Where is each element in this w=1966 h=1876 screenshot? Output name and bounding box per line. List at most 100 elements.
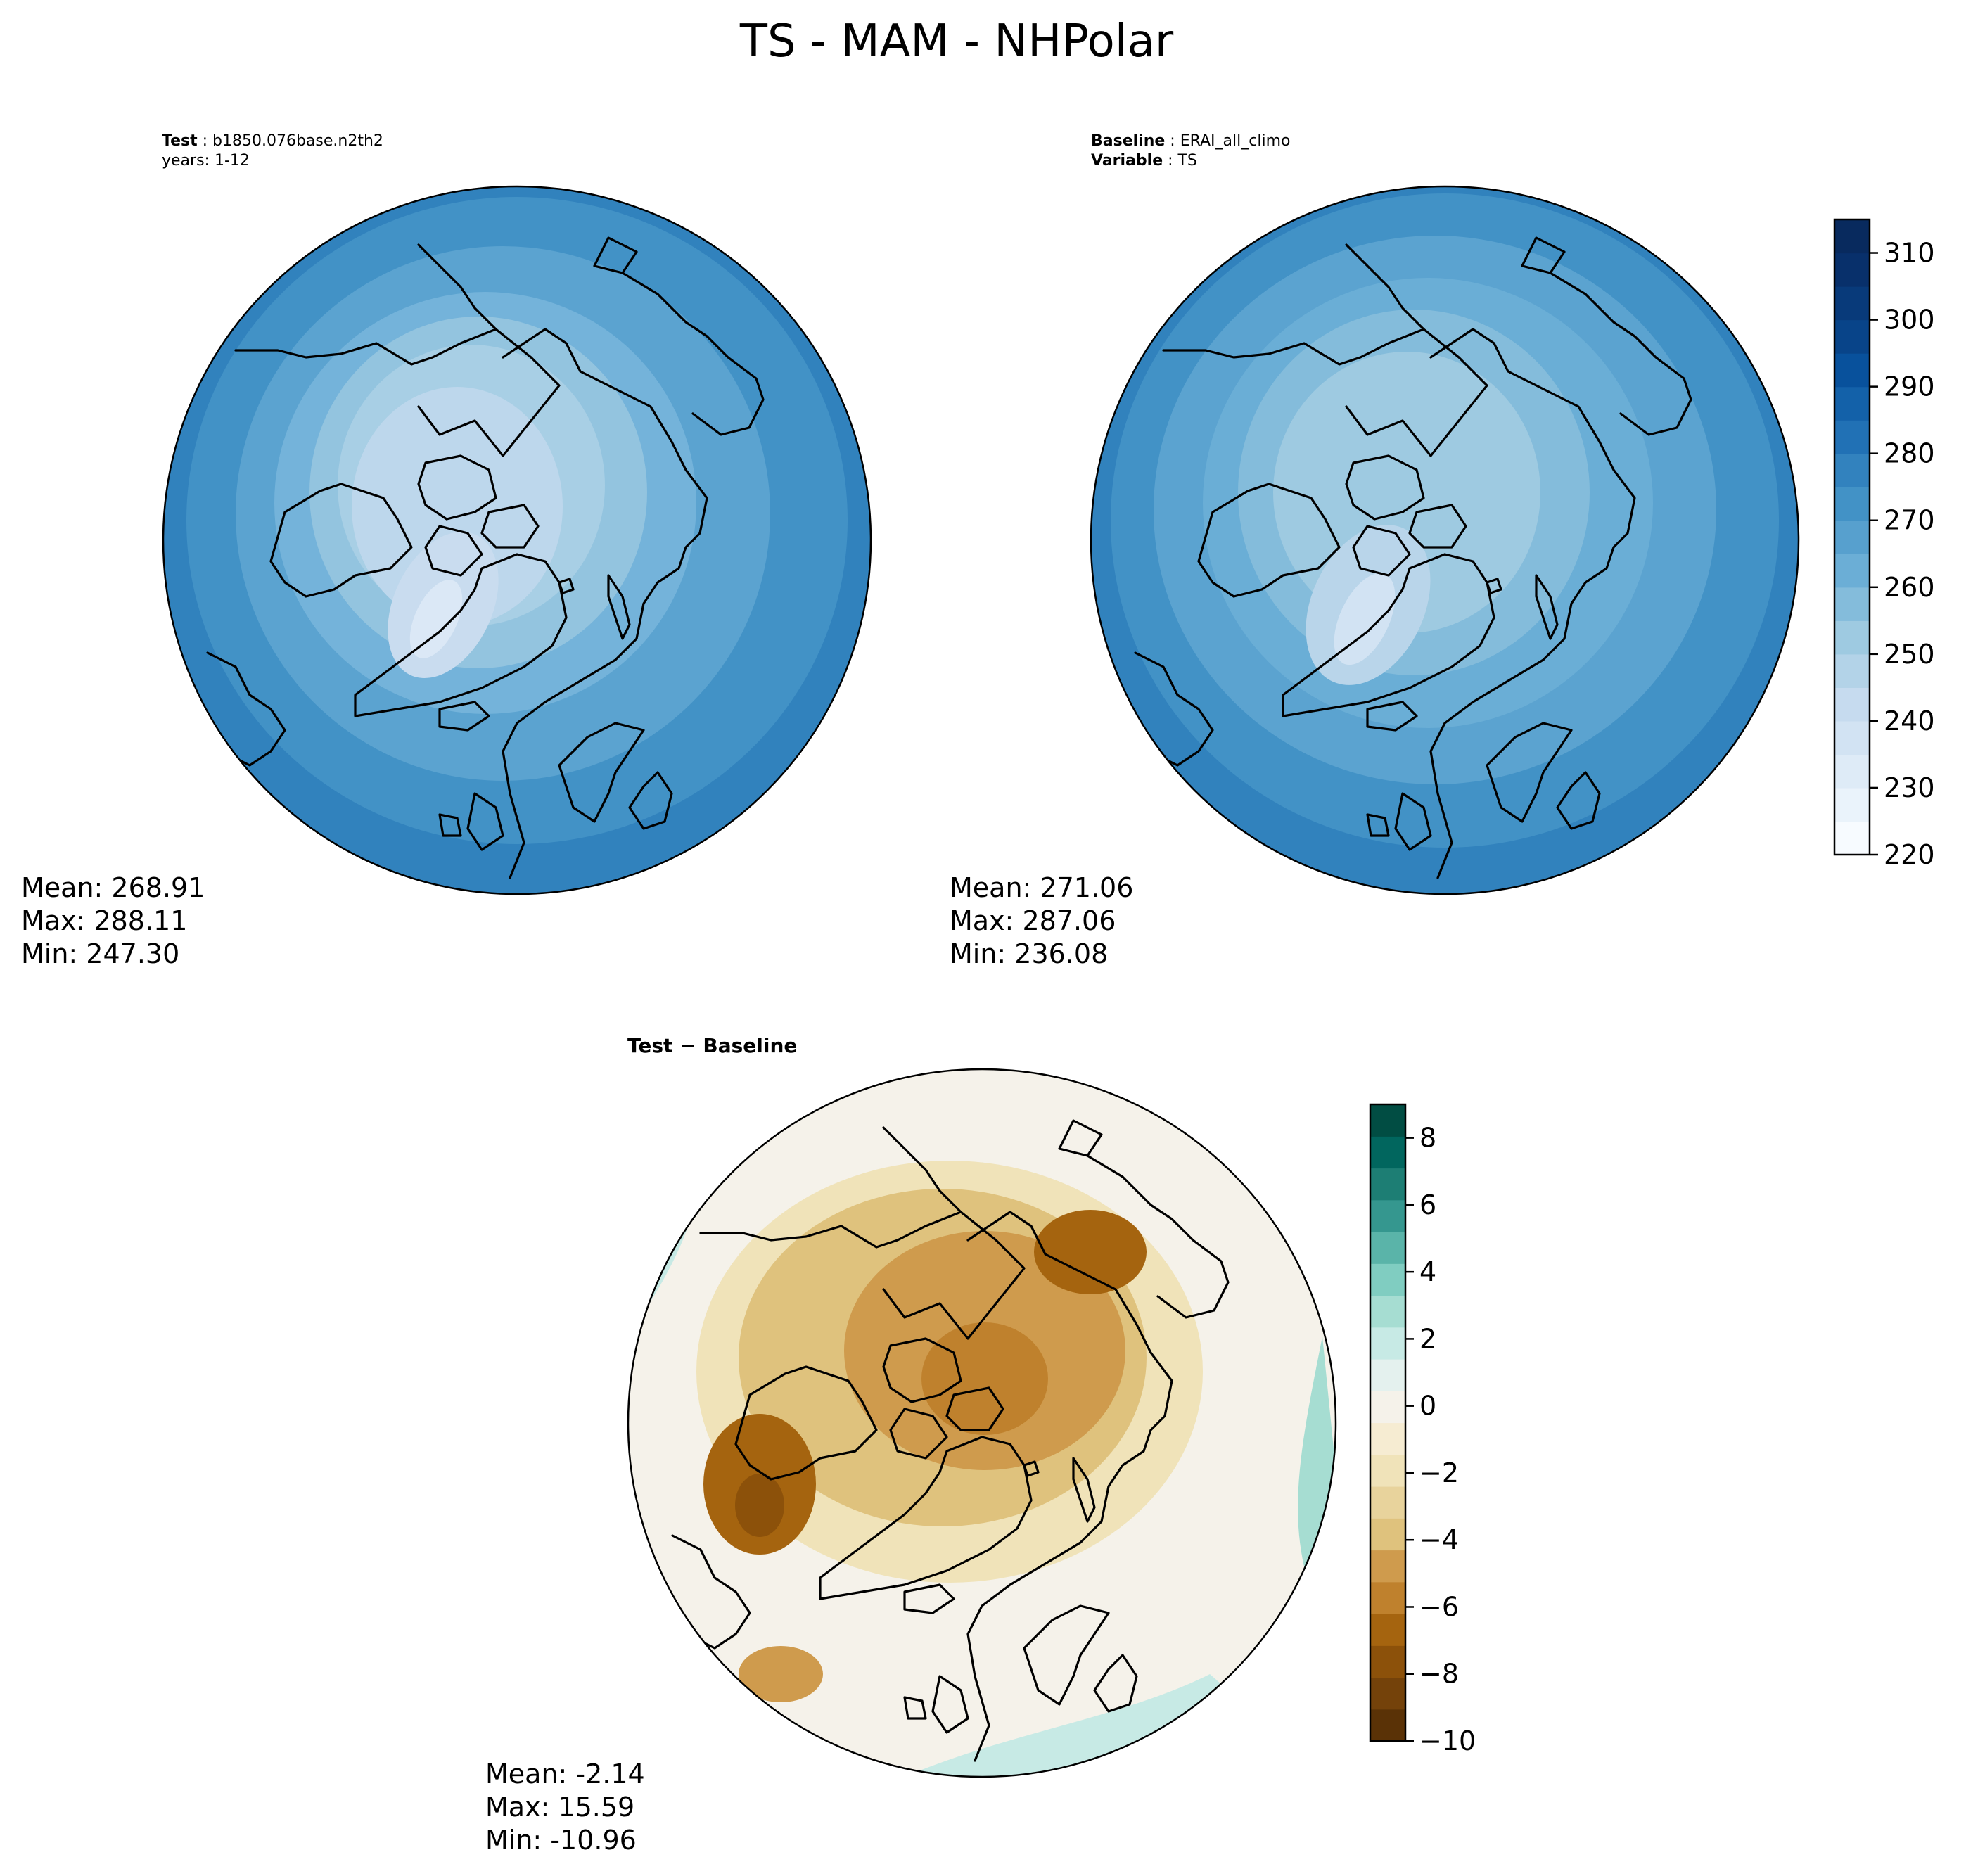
ts-colorbar-tick-label: 280 [1884, 438, 1935, 469]
ts-colorbar-frame [1833, 218, 1871, 856]
diff-field-neg-5 [1034, 1210, 1147, 1294]
difference-colorbar-swatch [1370, 1550, 1405, 1583]
difference-mean: Mean: -2.14 [485, 1759, 645, 1789]
difference-title: Test − Baseline [627, 1034, 797, 1057]
ts-colorbar-tick-label: 230 [1884, 772, 1935, 803]
baseline-max: Max: 287.06 [950, 905, 1116, 936]
ts-colorbar-swatch [1834, 653, 1870, 688]
difference-colorbar-swatch [1370, 1199, 1405, 1232]
difference-colorbar-swatch [1370, 1391, 1405, 1424]
difference-map-boundary [627, 1068, 1337, 1778]
difference-colorbar-tick-label: −4 [1419, 1524, 1459, 1555]
panel-test: Test : b1850.076base.n2th2 years: 1-12 M… [21, 132, 872, 969]
ts-colorbar-swatch [1834, 787, 1870, 822]
test-meta-sep: : [198, 132, 212, 150]
ts-colorbar-swatch [1834, 253, 1870, 287]
ts-colorbar-swatch [1834, 487, 1870, 521]
ts-colorbar-swatch [1834, 353, 1870, 388]
difference-colorbar-swatch [1370, 1709, 1405, 1742]
baseline-meta-key: Baseline [1091, 132, 1165, 150]
baseline-meta-sep: : [1165, 132, 1180, 150]
ts-colorbar-swatch [1834, 554, 1870, 588]
difference-colorbar-frame [1369, 1103, 1407, 1742]
ts-colorbar-swatch [1834, 821, 1870, 855]
baseline-meta-line2: Variable : TS [1091, 152, 1197, 170]
test-field-greenland-core [409, 580, 463, 658]
difference-colorbar-swatch [1370, 1614, 1405, 1646]
ts-colorbar-swatch [1834, 720, 1870, 755]
ts-colorbar-swatch [1834, 453, 1870, 487]
test-meta-line2: years: 1-12 [162, 152, 250, 170]
difference-colorbar-tick-label: −10 [1419, 1725, 1476, 1756]
test-meta-line1: Test : b1850.076base.n2th2 [162, 132, 383, 150]
ts-colorbar-swatch [1834, 520, 1870, 554]
baseline-variable-key: Variable [1091, 152, 1163, 170]
difference-max: Max: 15.59 [485, 1792, 634, 1823]
ts-colorbar-tick-label: 220 [1884, 839, 1935, 870]
difference-colorbar-swatch [1370, 1327, 1405, 1360]
ts-colorbar-tick-label: 310 [1884, 238, 1935, 269]
ts-colorbar-swatch [1834, 386, 1870, 421]
difference-colorbar-tick-label: 2 [1419, 1323, 1436, 1354]
baseline-variable-sep: : [1163, 152, 1177, 170]
panel-difference: Test − Baseline Mean: -2.14 Max: 15.59 M… [485, 1034, 1337, 1856]
test-max: Max: 288.11 [21, 905, 187, 936]
diff-field-pos-south [914, 1674, 1266, 1777]
ts-colorbar-tick-label: 260 [1884, 572, 1935, 603]
test-meta-value: b1850.076base.n2th2 [212, 132, 383, 150]
difference-colorbar-swatch [1370, 1486, 1405, 1519]
difference-colorbar-tick-label: 8 [1419, 1123, 1436, 1154]
difference-colorbar-swatch [1370, 1454, 1405, 1487]
figure-title: TS - MAM - NHPolar [739, 15, 1174, 68]
difference-colorbar-swatch [1370, 1581, 1405, 1614]
test-mean: Mean: 268.91 [21, 872, 205, 903]
ts-colorbar-swatch [1834, 620, 1870, 655]
difference-colorbar-swatch [1370, 1677, 1405, 1710]
baseline-meta-line1: Baseline : ERAI_all_climo [1091, 132, 1290, 150]
difference-colorbar-swatch [1370, 1295, 1405, 1328]
test-min: Min: 247.30 [21, 938, 179, 969]
ts-colorbar-tick-label: 300 [1884, 305, 1935, 336]
baseline-min: Min: 236.08 [950, 938, 1108, 969]
difference-colorbar-swatch [1370, 1518, 1405, 1551]
ts-colorbar-swatch [1834, 587, 1870, 621]
difference-colorbar-tick-label: 6 [1419, 1189, 1436, 1220]
test-polar-map [163, 186, 871, 894]
ts-colorbar-tick-label: 240 [1884, 706, 1935, 736]
test-map-boundary [162, 185, 872, 895]
diff-field-neg-4 [921, 1322, 1048, 1435]
difference-colorbar-swatch [1370, 1263, 1405, 1296]
difference-colorbar-swatch [1370, 1168, 1405, 1201]
difference-polar-map [628, 1069, 1336, 1777]
baseline-variable-value: TS [1177, 152, 1197, 170]
difference-min: Min: -10.96 [485, 1825, 637, 1856]
baseline-polar-map [1091, 186, 1799, 894]
difference-colorbar-tick-label: −2 [1419, 1457, 1459, 1488]
diff-field-neg-7 [735, 1474, 784, 1537]
difference-colorbar-swatch [1370, 1422, 1405, 1455]
panel-baseline: Baseline : ERAI_all_climo Variable : TS … [950, 132, 1800, 969]
ts-colorbar-swatch [1834, 420, 1870, 454]
baseline-mean: Mean: 271.06 [950, 872, 1133, 903]
difference-colorbar-swatch [1370, 1232, 1405, 1264]
diff-field-pos-east [1298, 1336, 1336, 1583]
ts-colorbar-swatch [1834, 754, 1870, 789]
difference-colorbar-tick-label: −8 [1419, 1659, 1459, 1690]
baseline-field-greenland-core [1334, 573, 1396, 665]
difference-colorbar-swatch [1370, 1104, 1405, 1137]
ts-colorbar-swatch [1834, 319, 1870, 354]
difference-colorbar-swatch [1370, 1645, 1405, 1678]
difference-colorbar-tick-label: 4 [1419, 1256, 1436, 1287]
difference-colorbar-tick-label: −6 [1419, 1591, 1459, 1622]
ts-colorbar-swatch [1834, 219, 1870, 254]
difference-colorbar-swatch [1370, 1136, 1405, 1169]
ts-colorbar-swatch [1834, 286, 1870, 321]
diff-field-neg-8 [739, 1646, 823, 1702]
ts-colorbar-tick-label: 270 [1884, 505, 1935, 536]
difference-colorbar-swatch [1370, 1359, 1405, 1391]
baseline-meta-value: ERAI_all_climo [1180, 132, 1291, 150]
baseline-map-boundary [1090, 185, 1800, 895]
test-meta-key: Test [162, 132, 198, 150]
ts-colorbar-tick-label: 290 [1884, 371, 1935, 402]
